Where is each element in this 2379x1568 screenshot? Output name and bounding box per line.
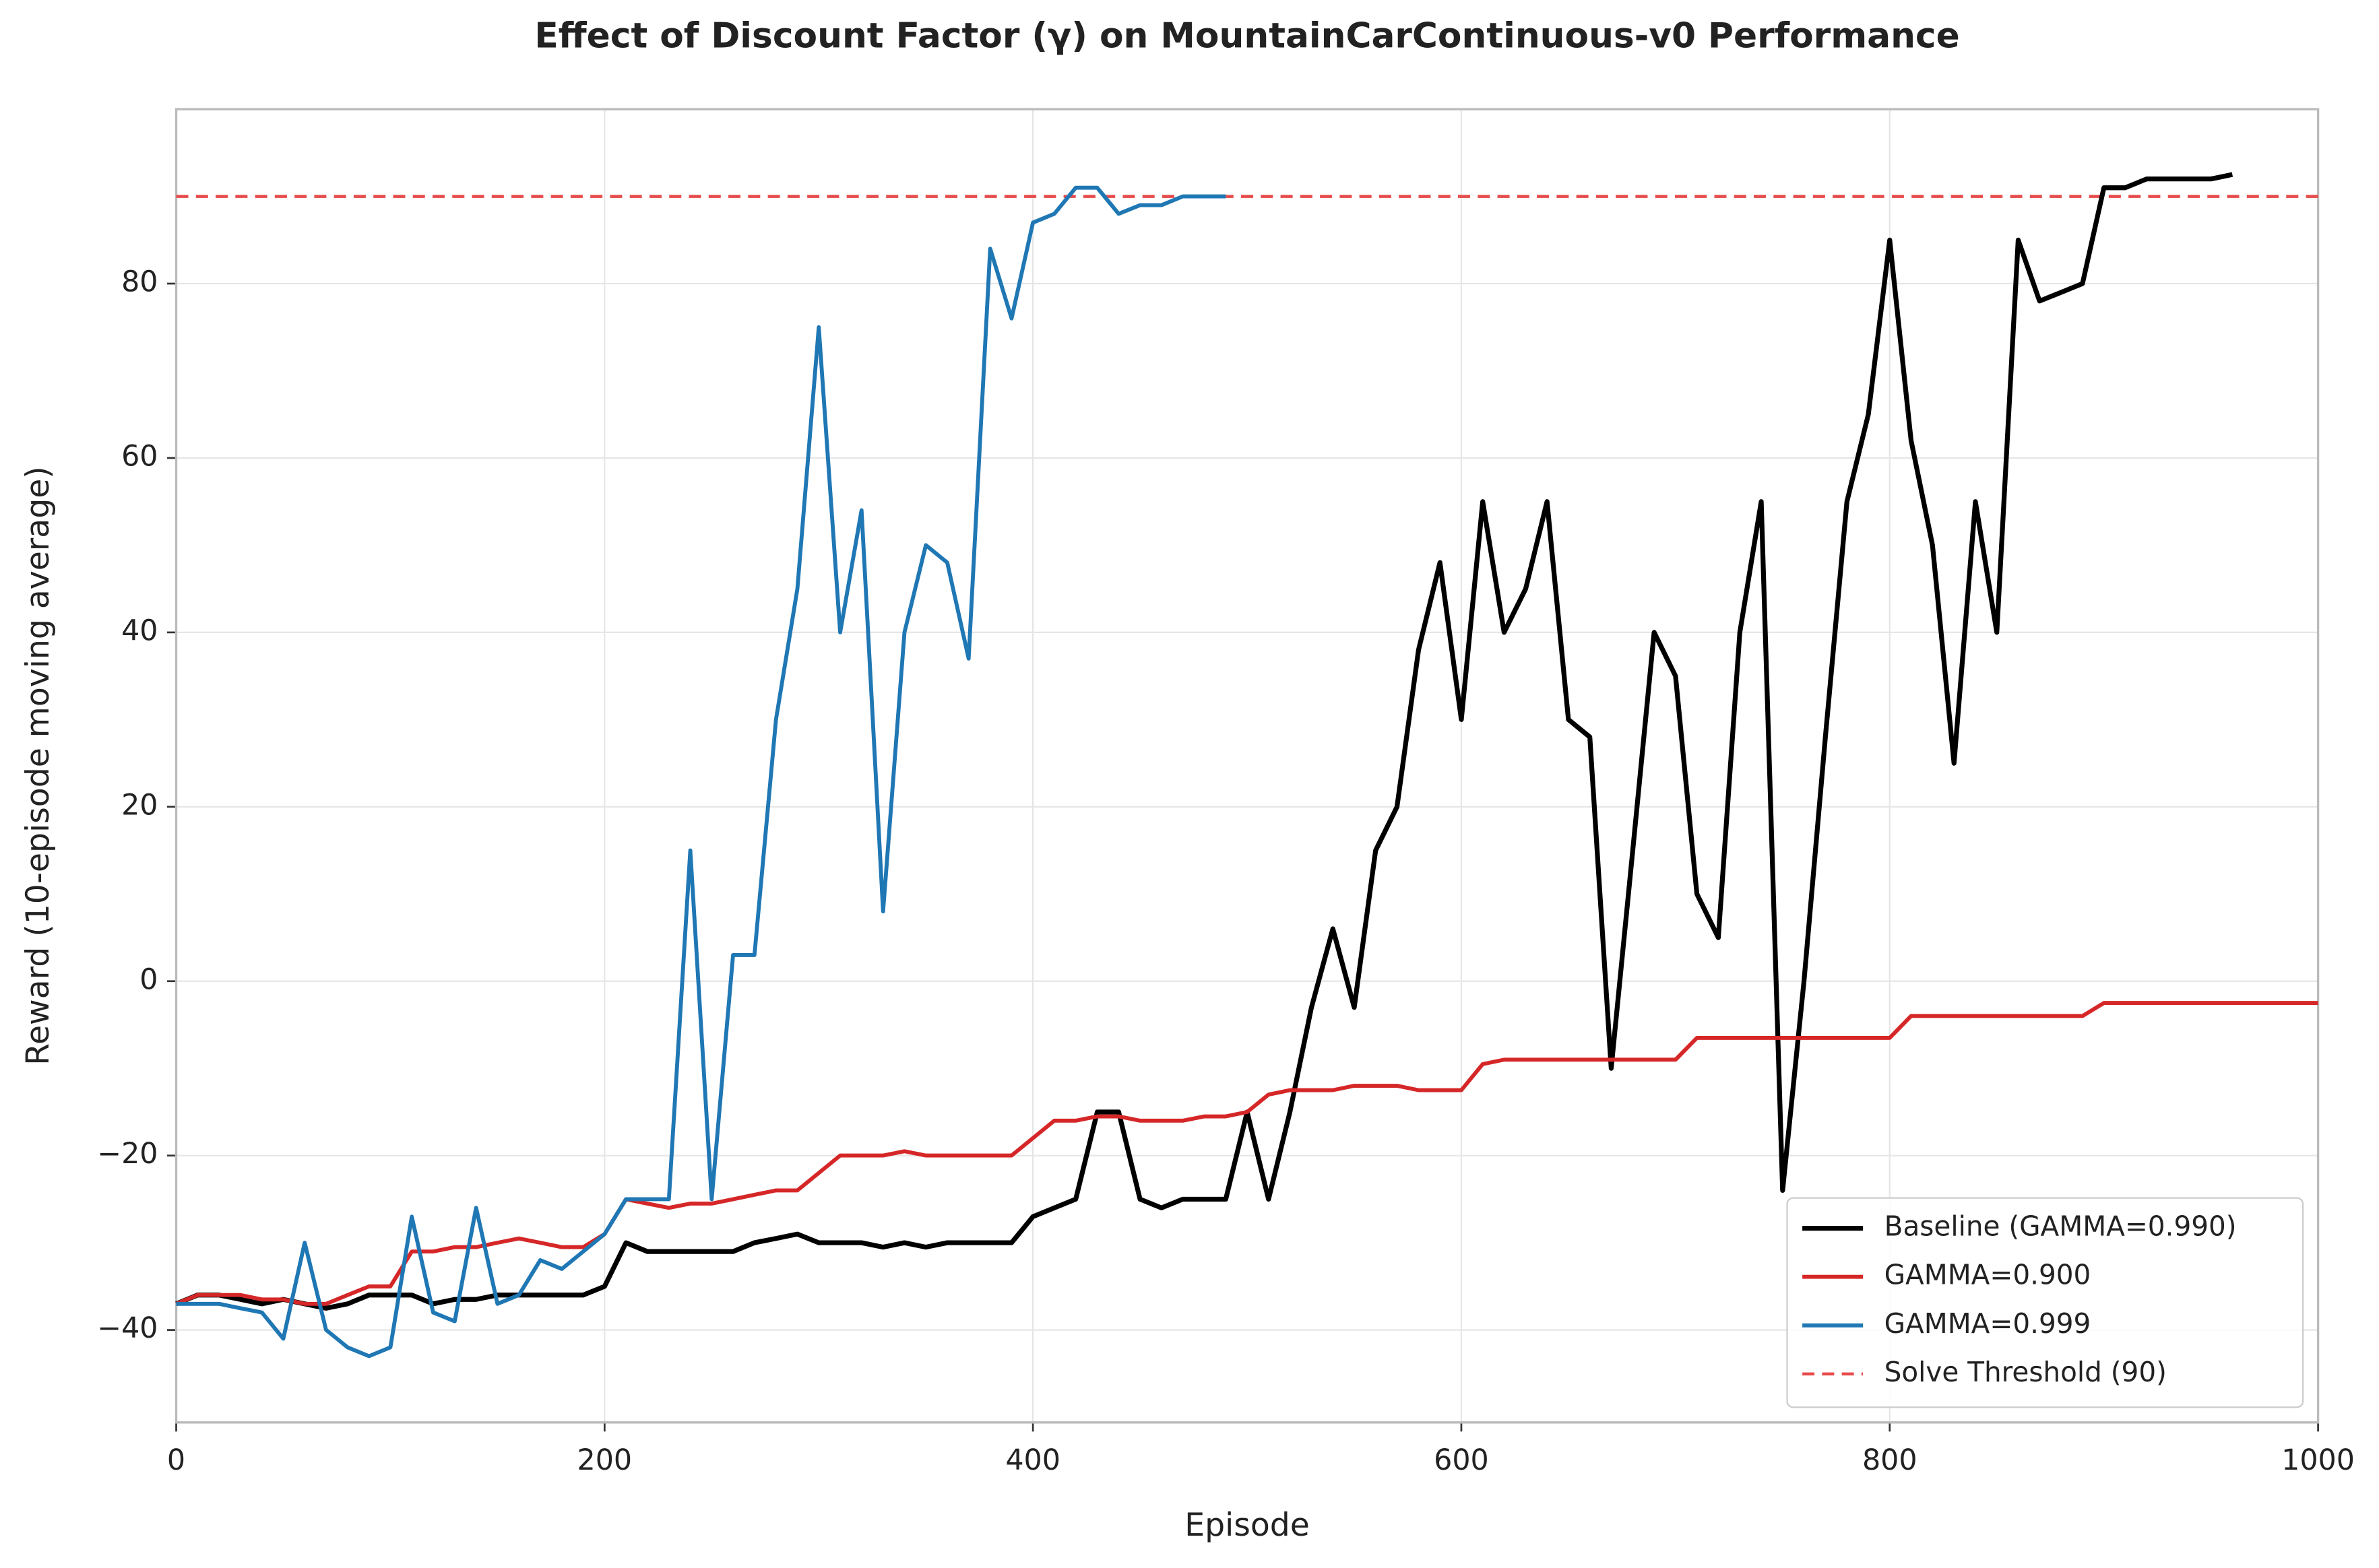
legend-label: Baseline (GAMMA=0.990)	[1884, 1210, 2237, 1243]
y-tick-label: 60	[121, 439, 158, 473]
x-tick-label: 1000	[2281, 1443, 2355, 1477]
y-tick-label: 80	[121, 265, 158, 299]
y-axis-label: Reward (10-episode moving average)	[20, 466, 57, 1066]
legend-label: GAMMA=0.900	[1884, 1259, 2091, 1291]
x-tick-label: 600	[1434, 1443, 1489, 1477]
x-axis-label: Episode	[1184, 1507, 1310, 1544]
legend-box	[1786, 1197, 2304, 1408]
y-tick-label: 40	[121, 614, 158, 647]
x-tick-label: 400	[1005, 1443, 1060, 1477]
y-tick-label: −40	[97, 1311, 158, 1345]
x-tick-label: 0	[167, 1443, 185, 1477]
plot-frame	[175, 108, 2320, 1424]
legend-label: GAMMA=0.999	[1884, 1307, 2091, 1340]
y-tick-label: 0	[139, 962, 158, 996]
series-line	[175, 172, 2233, 1311]
legend-label: Solve Threshold (90)	[1884, 1356, 2167, 1388]
y-tick-label: −20	[97, 1137, 158, 1171]
chart-title: Effect of Discount Factor (γ) on Mountai…	[534, 15, 1959, 56]
x-tick-label: 200	[577, 1443, 633, 1477]
series-line	[176, 185, 1226, 1359]
series-line	[175, 1001, 2318, 1306]
x-tick-label: 800	[1862, 1443, 1917, 1477]
y-tick-label: 20	[121, 788, 158, 822]
